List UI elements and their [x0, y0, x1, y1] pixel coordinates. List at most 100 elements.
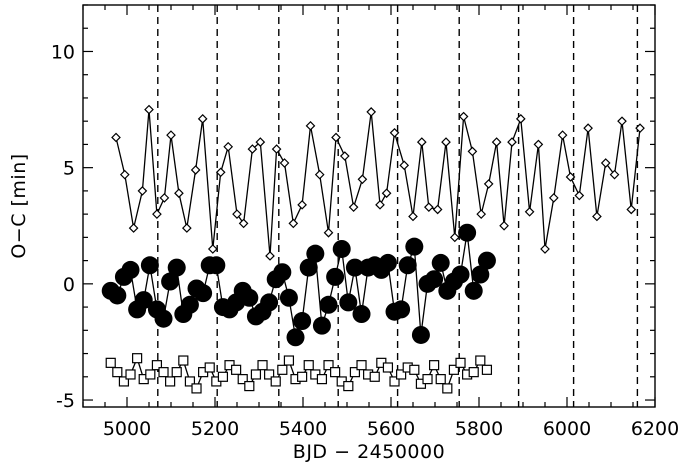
point-diamond-18 — [255, 137, 266, 147]
point-filled-circle-36 — [339, 293, 358, 312]
point-open-square-19 — [231, 364, 242, 375]
point-diamond-4 — [144, 104, 154, 115]
point-filled-circle-34 — [326, 267, 345, 286]
point-diamond-17 — [247, 144, 258, 154]
point-open-square-52 — [448, 364, 460, 375]
point-diamond-6 — [159, 193, 170, 203]
point-open-square-22 — [250, 369, 262, 380]
point-open-square-9 — [165, 376, 176, 387]
point-filled-circle-30 — [299, 258, 318, 277]
point-diamond-22 — [288, 218, 299, 229]
point-diamond-32 — [375, 199, 385, 210]
point-filled-circle-5 — [134, 291, 153, 310]
point-diamond-54 — [557, 130, 568, 140]
point-open-square-33 — [323, 360, 334, 371]
point-diamond-24 — [305, 120, 316, 131]
point-open-square-10 — [171, 367, 182, 378]
point-open-square-50 — [435, 374, 446, 385]
point-filled-circle-9 — [161, 272, 180, 291]
point-filled-circle-8 — [154, 309, 173, 328]
point-diamond-40 — [441, 137, 451, 147]
point-diamond-10 — [190, 165, 201, 175]
point-diamond-28 — [339, 151, 350, 161]
point-diamond-8 — [174, 188, 184, 199]
x-tick-label-3: 5600 — [367, 418, 415, 440]
point-open-square-46 — [409, 364, 420, 375]
point-open-square-34 — [330, 367, 341, 378]
point-open-square-20 — [237, 374, 248, 385]
point-open-square-8 — [158, 367, 169, 378]
series-line-diamond — [115, 109, 641, 257]
x-tick-label-1: 5200 — [191, 418, 239, 440]
series-open-square — [105, 353, 493, 394]
point-open-square-44 — [396, 369, 407, 380]
point-diamond-37 — [416, 137, 427, 147]
point-diamond-3 — [137, 186, 148, 196]
point-filled-circle-31 — [306, 244, 325, 263]
tick-labels: 5000 5200 5400 5600 5800 6000 6200 -5 0 5 10 — [51, 41, 679, 440]
point-diamond-31 — [366, 107, 377, 117]
plot-frame — [82, 4, 656, 408]
point-filled-circle-53 — [451, 265, 470, 284]
point-filled-circle-55 — [464, 281, 483, 300]
point-diamond-45 — [483, 179, 494, 189]
point-filled-circle-56 — [471, 265, 490, 284]
point-open-square-24 — [264, 369, 275, 380]
point-filled-circle-16 — [207, 256, 226, 275]
point-open-square-27 — [283, 355, 295, 366]
point-diamond-43 — [467, 146, 478, 157]
point-filled-circle-49 — [425, 270, 444, 289]
x-axis-title: BJD − 2450000 — [293, 441, 445, 463]
point-diamond-38 — [423, 202, 434, 213]
point-diamond-23 — [297, 199, 307, 210]
point-filled-circle-1 — [108, 286, 127, 305]
point-diamond-7 — [166, 130, 176, 140]
point-open-square-4 — [132, 353, 143, 364]
point-diamond-27 — [331, 132, 341, 143]
point-diamond-36 — [408, 211, 418, 222]
point-open-square-29 — [297, 371, 308, 382]
point-open-square-6 — [145, 369, 156, 380]
point-open-square-17 — [217, 371, 229, 382]
point-filled-circle-24 — [260, 293, 279, 312]
point-diamond-56 — [574, 190, 585, 201]
y-tick-label-3: 10 — [51, 41, 75, 63]
point-filled-circle-6 — [140, 256, 159, 275]
point-diamond-29 — [348, 202, 359, 213]
point-open-square-11 — [178, 355, 189, 366]
point-filled-circle-44 — [392, 300, 411, 319]
point-diamond-55 — [565, 172, 576, 182]
point-open-square-43 — [389, 376, 400, 387]
point-filled-circle-42 — [378, 253, 397, 272]
point-diamond-50 — [524, 206, 535, 217]
x-tick-label-5: 6000 — [543, 418, 591, 440]
x-tick-label-6: 6200 — [631, 418, 679, 440]
y-tick-label-2: 5 — [63, 158, 75, 180]
point-filled-circle-10 — [167, 258, 186, 277]
point-diamond-53 — [548, 193, 559, 203]
point-diamond-13 — [215, 167, 226, 178]
point-open-square-32 — [316, 374, 328, 385]
point-diamond-2 — [128, 223, 139, 233]
point-diamond-25 — [314, 169, 325, 180]
point-filled-circle-54 — [458, 223, 477, 242]
point-diamond-61 — [617, 116, 627, 127]
point-filled-circle-47 — [411, 325, 430, 344]
point-open-square-38 — [356, 360, 367, 371]
point-diamond-41 — [449, 232, 460, 243]
point-diamond-59 — [600, 158, 611, 168]
point-diamond-52 — [540, 244, 550, 254]
point-open-square-13 — [191, 383, 202, 394]
point-open-square-26 — [277, 364, 288, 375]
point-filled-circle-28 — [286, 328, 305, 347]
point-filled-circle-27 — [279, 288, 298, 307]
point-open-square-49 — [429, 360, 440, 371]
point-open-square-40 — [369, 371, 380, 382]
point-diamond-12 — [207, 244, 218, 254]
y-axis-title: O−C [min] — [8, 153, 30, 258]
point-diamond-49 — [515, 114, 526, 124]
point-open-square-42 — [382, 362, 394, 373]
point-diamond-11 — [197, 114, 208, 124]
point-diamond-33 — [381, 188, 392, 199]
